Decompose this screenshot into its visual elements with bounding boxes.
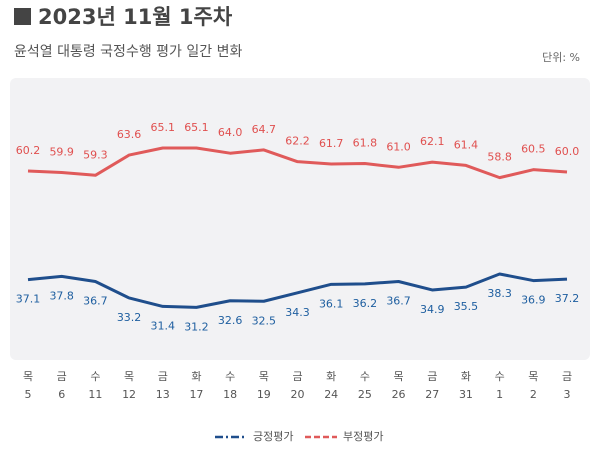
x-tick-day: 12 <box>122 388 136 401</box>
data-label: 60.5 <box>521 143 546 156</box>
series-line <box>27 146 568 180</box>
data-label: 61.8 <box>353 137 378 150</box>
x-tick-weekday: 목 <box>259 370 269 383</box>
chart-subtitle: 윤석열 대통령 국정수행 평가 일간 변화 <box>14 44 242 60</box>
chart-title: 2023년 11월 1주차 <box>38 5 233 29</box>
data-label: 37.1 <box>16 293 41 306</box>
data-label: 36.7 <box>83 295 108 308</box>
data-label: 64.0 <box>218 126 243 139</box>
x-tick-day: 17 <box>189 388 203 401</box>
x-tick-weekday: 수 <box>225 370 235 383</box>
data-label: 62.2 <box>285 135 310 148</box>
x-tick-weekday: 목 <box>124 370 134 383</box>
data-label: 32.6 <box>218 314 243 327</box>
x-tick-weekday: 수 <box>90 370 100 383</box>
data-label: 35.5 <box>454 300 479 313</box>
x-tick-day: 25 <box>358 388 372 401</box>
data-label: 36.2 <box>353 297 378 310</box>
x-tick-day: 18 <box>223 388 237 401</box>
data-label: 61.4 <box>454 138 479 151</box>
x-tick-day: 2 <box>530 388 537 401</box>
data-label: 36.7 <box>386 295 411 308</box>
data-label: 59.9 <box>49 145 74 158</box>
data-label: 60.2 <box>16 144 41 157</box>
data-label: 33.2 <box>117 311 142 324</box>
x-tick-weekday: 화 <box>461 370 471 383</box>
x-tick-weekday: 목 <box>528 370 538 383</box>
x-tick-day: 3 <box>564 388 571 401</box>
legend-label: 긍정평가 <box>253 430 293 443</box>
x-tick-weekday: 금 <box>292 370 302 383</box>
data-label: 37.2 <box>555 292 580 305</box>
data-label: 37.8 <box>49 289 74 302</box>
data-label: 58.8 <box>487 151 512 164</box>
data-label: 61.7 <box>319 137 344 150</box>
legend-label: 부정평가 <box>343 430 383 443</box>
x-tick-day: 1 <box>496 388 503 401</box>
data-label: 64.7 <box>252 123 277 136</box>
x-tick-weekday: 금 <box>562 370 572 383</box>
x-tick-weekday: 화 <box>191 370 201 383</box>
data-label: 38.3 <box>487 287 512 300</box>
data-label: 36.1 <box>319 297 344 310</box>
data-label: 60.0 <box>555 145 580 158</box>
x-tick-weekday: 수 <box>495 370 505 383</box>
data-label: 65.1 <box>184 121 209 134</box>
x-tick-weekday: 수 <box>360 370 370 383</box>
x-tick-weekday: 금 <box>57 370 67 383</box>
data-label: 59.3 <box>83 148 108 161</box>
x-tick-weekday: 목 <box>23 370 33 383</box>
x-tick-day: 6 <box>58 388 65 401</box>
x-tick-day: 27 <box>425 388 439 401</box>
x-tick-weekday: 금 <box>427 370 437 383</box>
x-tick-day: 11 <box>88 388 102 401</box>
data-label: 34.3 <box>285 306 310 319</box>
x-tick-day: 19 <box>257 388 271 401</box>
data-label: 32.5 <box>252 314 277 327</box>
series-line <box>27 272 568 309</box>
data-label: 34.9 <box>420 303 445 316</box>
x-tick-day: 13 <box>156 388 170 401</box>
data-label: 63.6 <box>117 128 142 141</box>
data-label: 31.2 <box>184 320 209 333</box>
data-label: 61.0 <box>386 140 411 153</box>
x-tick-weekday: 금 <box>158 370 168 383</box>
data-label: 31.4 <box>151 319 176 332</box>
x-tick-day: 5 <box>25 388 32 401</box>
data-label: 65.1 <box>151 121 176 134</box>
x-tick-day: 26 <box>392 388 406 401</box>
title-icon <box>14 8 31 25</box>
data-label: 36.9 <box>521 294 546 307</box>
data-label: 62.1 <box>420 135 445 148</box>
x-tick-day: 24 <box>324 388 338 401</box>
unit-label: 단위: % <box>542 51 580 64</box>
x-tick-day: 31 <box>459 388 473 401</box>
x-tick-weekday: 화 <box>326 370 336 383</box>
x-tick-day: 20 <box>291 388 305 401</box>
x-tick-weekday: 목 <box>394 370 404 383</box>
